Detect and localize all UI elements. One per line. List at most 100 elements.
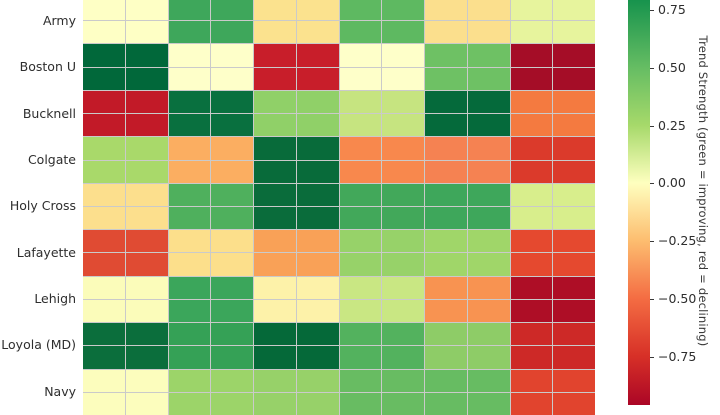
heatmap-cell xyxy=(168,206,211,230)
heatmap-cell xyxy=(467,206,510,230)
heatmap-cell xyxy=(296,206,339,230)
heatmap-cell xyxy=(425,21,467,44)
heatmap-cell xyxy=(125,299,168,323)
heatmap-cell xyxy=(553,183,595,206)
heatmap-cell xyxy=(168,21,211,44)
colorbar-tick-mark xyxy=(650,298,654,300)
heatmap-cell xyxy=(296,276,339,299)
heatmap-cell xyxy=(296,392,339,415)
heatmap-cell xyxy=(425,67,467,90)
heatmap-cell xyxy=(339,230,382,253)
heatmap-cell xyxy=(425,323,467,346)
heatmap-cell xyxy=(510,44,553,67)
heatmap-cell xyxy=(254,114,296,137)
heatmap-cell xyxy=(211,160,253,183)
heatmap-cell xyxy=(168,230,211,253)
row-label: Holy Cross xyxy=(9,198,76,214)
heatmap-cell xyxy=(553,114,595,137)
heatmap-cell xyxy=(254,323,296,346)
heatmap-cell xyxy=(254,90,296,114)
colorbar-gradient xyxy=(628,0,650,405)
heatmap-cell xyxy=(467,67,510,90)
heatmap-cell xyxy=(83,67,125,90)
heatmap-cell xyxy=(382,369,424,392)
heatmap-cell xyxy=(339,253,382,276)
colorbar-tick-mark xyxy=(650,67,654,69)
heatmap-cell xyxy=(211,44,253,67)
heatmap-cell xyxy=(254,21,296,44)
heatmap-cell xyxy=(382,67,424,90)
row-label: Colgate xyxy=(27,152,76,168)
heatmap-cell xyxy=(553,137,595,160)
heatmap-cell xyxy=(125,21,168,44)
heatmap-cell xyxy=(467,160,510,183)
heatmap-cell xyxy=(211,206,253,230)
heatmap-cell xyxy=(254,206,296,230)
heatmap-cell xyxy=(168,44,211,67)
heatmap-cell xyxy=(510,346,553,369)
heatmap-cell xyxy=(425,206,467,230)
heatmap-cell xyxy=(425,137,467,160)
heatmap-cell xyxy=(510,183,553,206)
heatmap-cell xyxy=(382,206,424,230)
heatmap-cell xyxy=(125,90,168,114)
heatmap-cell xyxy=(125,183,168,206)
heatmap-cell xyxy=(125,206,168,230)
heatmap-cell xyxy=(296,253,339,276)
heatmap-cell xyxy=(553,44,595,67)
heatmap-cell xyxy=(168,160,211,183)
heatmap-cell xyxy=(254,230,296,253)
heatmap-cell xyxy=(296,346,339,369)
heatmap-cell xyxy=(553,253,595,276)
heatmap-cell xyxy=(168,346,211,369)
heatmap-cell xyxy=(254,137,296,160)
heatmap-cell xyxy=(553,230,595,253)
heatmap-cell xyxy=(382,346,424,369)
heatmap-cell xyxy=(211,114,253,137)
heatmap-cell xyxy=(467,299,510,323)
heatmap-cell xyxy=(425,299,467,323)
heatmap-cell xyxy=(339,0,382,21)
heatmap-cell xyxy=(425,160,467,183)
colorbar-ticks: 0.75 0.50 0.25 0.00 −0.25 −0.50 −0.75 xyxy=(650,0,710,405)
heatmap-cell xyxy=(382,299,424,323)
heatmap-cell xyxy=(254,299,296,323)
colorbar-tick-label: 0.50 xyxy=(658,59,686,75)
heatmap-cell xyxy=(125,323,168,346)
heatmap-cell xyxy=(254,392,296,415)
heatmap-cell xyxy=(83,183,125,206)
heatmap-cell xyxy=(296,0,339,21)
heatmap-grid xyxy=(83,0,595,415)
heatmap-cell xyxy=(83,44,125,67)
heatmap-cell xyxy=(467,0,510,21)
heatmap-cell xyxy=(553,276,595,299)
heatmap-cell xyxy=(553,323,595,346)
heatmap-cell xyxy=(83,206,125,230)
heatmap-cell xyxy=(510,369,553,392)
heatmap-cell xyxy=(510,299,553,323)
heatmap-cell xyxy=(83,137,125,160)
heatmap-cell xyxy=(125,346,168,369)
heatmap-cell xyxy=(467,253,510,276)
y-axis-labels: Army Boston U Bucknell Colgate Holy Cross Laf… xyxy=(0,0,83,405)
heatmap-cell xyxy=(382,276,424,299)
heatmap-cell xyxy=(168,67,211,90)
heatmap-cell xyxy=(125,0,168,21)
heatmap-cell xyxy=(83,0,125,21)
heatmap-cell xyxy=(467,276,510,299)
heatmap-cell xyxy=(168,323,211,346)
colorbar-tick-mark xyxy=(650,10,654,12)
row-label: Loyola (MD) xyxy=(1,337,76,353)
heatmap-cell xyxy=(125,369,168,392)
heatmap-cell xyxy=(510,137,553,160)
heatmap-cell xyxy=(296,160,339,183)
heatmap-cell xyxy=(339,369,382,392)
heatmap-cell xyxy=(211,299,253,323)
colorbar-label: Trend Strength (green = improving, red =… xyxy=(696,35,710,347)
heatmap-cell xyxy=(339,114,382,137)
heatmap-cell xyxy=(125,392,168,415)
heatmap-cell xyxy=(339,183,382,206)
heatmap-cell xyxy=(382,323,424,346)
heatmap-cell xyxy=(168,369,211,392)
